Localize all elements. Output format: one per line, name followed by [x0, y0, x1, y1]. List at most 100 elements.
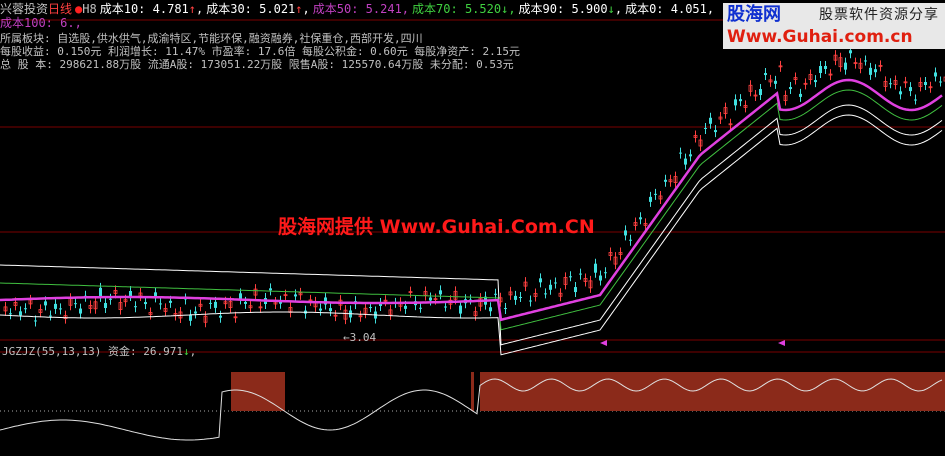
fund-bar — [918, 372, 921, 411]
fund-bar — [759, 372, 762, 411]
candle — [828, 73, 833, 76]
fund-bar — [786, 372, 789, 411]
fund-bar — [579, 372, 582, 411]
fund-bar — [840, 372, 843, 411]
candle — [519, 296, 522, 298]
candle — [778, 65, 783, 68]
fund-bar — [795, 372, 798, 411]
fund-bar — [486, 372, 489, 411]
candle — [914, 99, 917, 101]
fund-bar — [528, 372, 531, 411]
site-logo: 股海网 股票软件资源分享 Www.Guhai.com.cn — [723, 3, 945, 49]
candle — [664, 179, 667, 182]
fund-bar — [675, 372, 678, 411]
fund-bar — [927, 372, 930, 411]
candle — [489, 307, 492, 312]
fund-bar — [894, 372, 897, 411]
candle — [253, 288, 258, 296]
candle — [54, 303, 57, 309]
fund-bar — [648, 372, 651, 411]
ma-value: 5.241 — [365, 2, 402, 16]
ma-item: 成本100: 6., — [0, 16, 82, 30]
candle — [223, 301, 228, 305]
ma-item: 成本50: 5.241, — [312, 2, 410, 16]
candle — [508, 291, 513, 296]
fund-bar — [942, 372, 945, 411]
fund-bar — [723, 372, 726, 411]
candle — [833, 54, 838, 61]
fund-bar — [276, 372, 279, 411]
fund-bar — [693, 372, 696, 411]
candle — [514, 295, 517, 300]
ma-label: 成本10: — [99, 2, 146, 16]
candle — [9, 313, 12, 315]
fund-bar — [669, 372, 672, 411]
fund-bar — [801, 372, 804, 411]
fund-bar — [258, 372, 261, 411]
arrow-down-icon: ↓ — [182, 345, 190, 358]
candle — [853, 62, 858, 65]
fund-bar — [591, 372, 594, 411]
candle — [478, 297, 483, 307]
candle — [704, 127, 707, 129]
candle — [643, 222, 648, 226]
candle — [358, 315, 363, 318]
fund-bar — [531, 372, 534, 411]
candle — [579, 273, 582, 275]
fund-bar — [624, 372, 627, 411]
candle — [774, 80, 777, 84]
fund-bar — [756, 372, 759, 411]
fund-bar — [687, 372, 690, 411]
fund-bar — [696, 372, 699, 411]
fund-bar — [732, 372, 735, 411]
candle — [633, 222, 638, 226]
fund-bar — [870, 372, 873, 411]
candle — [889, 83, 892, 85]
candle — [298, 292, 303, 296]
candle — [734, 99, 737, 106]
ma-arrow-icon: ↑ — [188, 2, 196, 16]
fund-bar — [705, 372, 708, 411]
candle — [104, 303, 107, 309]
fund-bar — [822, 372, 825, 411]
ma-item: 成本30: 5.021↑, — [206, 2, 310, 16]
chart-header: 兴蓉投资日线 ●H8 成本10: 4.781↑, 成本30: 5.021↑, 成本5… — [0, 2, 716, 30]
candle — [759, 89, 762, 96]
candle — [49, 315, 52, 317]
candle — [883, 81, 888, 87]
fund-bar — [726, 372, 729, 411]
logo-url: Www.Guhai.com.cn — [727, 27, 913, 47]
fund-bar — [615, 372, 618, 411]
fund-bar — [711, 372, 714, 411]
fund-bar — [540, 372, 543, 411]
fund-bar — [849, 372, 852, 411]
fund-bar — [900, 372, 903, 411]
fund-bar — [513, 372, 516, 411]
candle — [248, 305, 253, 309]
fund-bar — [552, 372, 555, 411]
fund-bar — [720, 372, 723, 411]
indicator-dot-icon[interactable]: ● — [75, 2, 83, 16]
candle — [654, 193, 657, 195]
fund-bar — [603, 372, 606, 411]
fund-bar — [249, 372, 252, 411]
fund-bar — [522, 372, 525, 411]
candle — [88, 305, 93, 309]
ma-item: 成本90: 5.900↓, — [518, 2, 623, 16]
fund-bar — [504, 372, 507, 411]
fund-line — [0, 378, 943, 441]
fund-bar — [876, 372, 879, 411]
candle — [533, 293, 538, 297]
candle — [13, 302, 18, 306]
fund-bar — [510, 372, 513, 411]
candle — [649, 196, 652, 202]
ma-item: 成本70: 5.520↓, — [412, 2, 516, 16]
fund-bar — [774, 372, 777, 411]
candle — [189, 314, 192, 321]
fund-bar — [558, 372, 561, 411]
candle — [594, 263, 597, 273]
candle — [333, 314, 338, 317]
fund-bar — [921, 372, 924, 411]
candle — [444, 306, 447, 308]
